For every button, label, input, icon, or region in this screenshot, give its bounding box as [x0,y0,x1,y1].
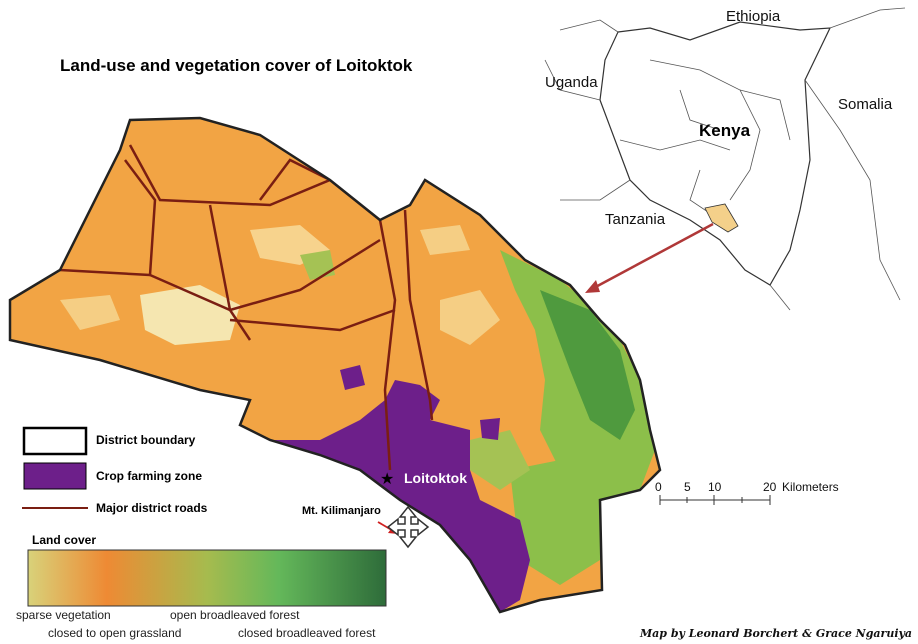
forest-dense-east [540,290,635,440]
district-boundary-swatch [22,426,88,456]
forest-patch [510,460,600,585]
forest-patch [470,430,530,490]
district-map: ★ [8,116,662,614]
legend-crop-zone-label: Crop farming zone [96,469,203,483]
kenya-outline [599,21,831,286]
land-cover-label-open-forest: open broadleaved forest [170,608,300,622]
crop-farming-swatch [23,462,87,490]
land-cover-label-sparse: sparse vegetation [16,608,111,622]
crop-farming-patch [340,365,365,390]
pan-move-icon[interactable] [386,505,430,549]
locator-arrow [589,222,714,292]
scale-unit: Kilometers [782,480,839,494]
label-somalia: Somalia [838,96,893,113]
district-boundary [8,116,662,614]
legend-symbols [22,426,88,509]
map-title: Land-use and vegetation cover of Loitokt… [60,56,413,75]
legend-roads-label: Major district roads [96,501,208,515]
land-cover-label-closed-forest: closed broadleaved forest [238,626,376,640]
scale-tick-10: 10 [708,480,722,494]
road [378,219,397,471]
mountain-label: Mt. Kilimanjaro [302,505,381,517]
road [208,204,252,341]
road [59,268,151,277]
road [229,308,396,332]
land-cover-gradient [27,549,387,607]
map-credit: Map by Leonard Borchert & Grace Ngaruiya [640,627,913,640]
legend-district-boundary-label: District boundary [96,433,196,447]
sparse-vegetation-patch [420,225,470,255]
town-star-icon: ★ [380,469,394,488]
scale-tick-0: 0 [655,480,662,494]
land-cover-label-grassland: closed to open grassland [48,626,182,640]
road [403,209,434,421]
scale-tick-5: 5 [684,480,691,494]
label-tanzania: Tanzania [605,211,666,228]
sparse-vegetation-patch [60,295,120,330]
road [259,158,331,201]
land-cover-title: Land cover [32,533,97,547]
scale-tick-20: 20 [763,480,777,494]
major-roads [59,144,434,471]
sparse-vegetation-zone [140,285,240,345]
scale-bar [659,495,771,505]
label-kenya: Kenya [699,121,751,140]
sparse-vegetation-patch [440,290,500,345]
inset-boundaries [544,7,906,311]
label-ethiopia: Ethiopia [726,8,781,25]
crop-farming-patch [480,418,500,440]
town-label: Loitoktok [404,470,467,486]
road [124,159,381,312]
label-uganda: Uganda [545,74,598,91]
district-fill [10,118,660,612]
loitoktok-highlight [704,203,739,233]
locator-arrowhead [585,280,600,293]
inset-map [544,7,906,311]
